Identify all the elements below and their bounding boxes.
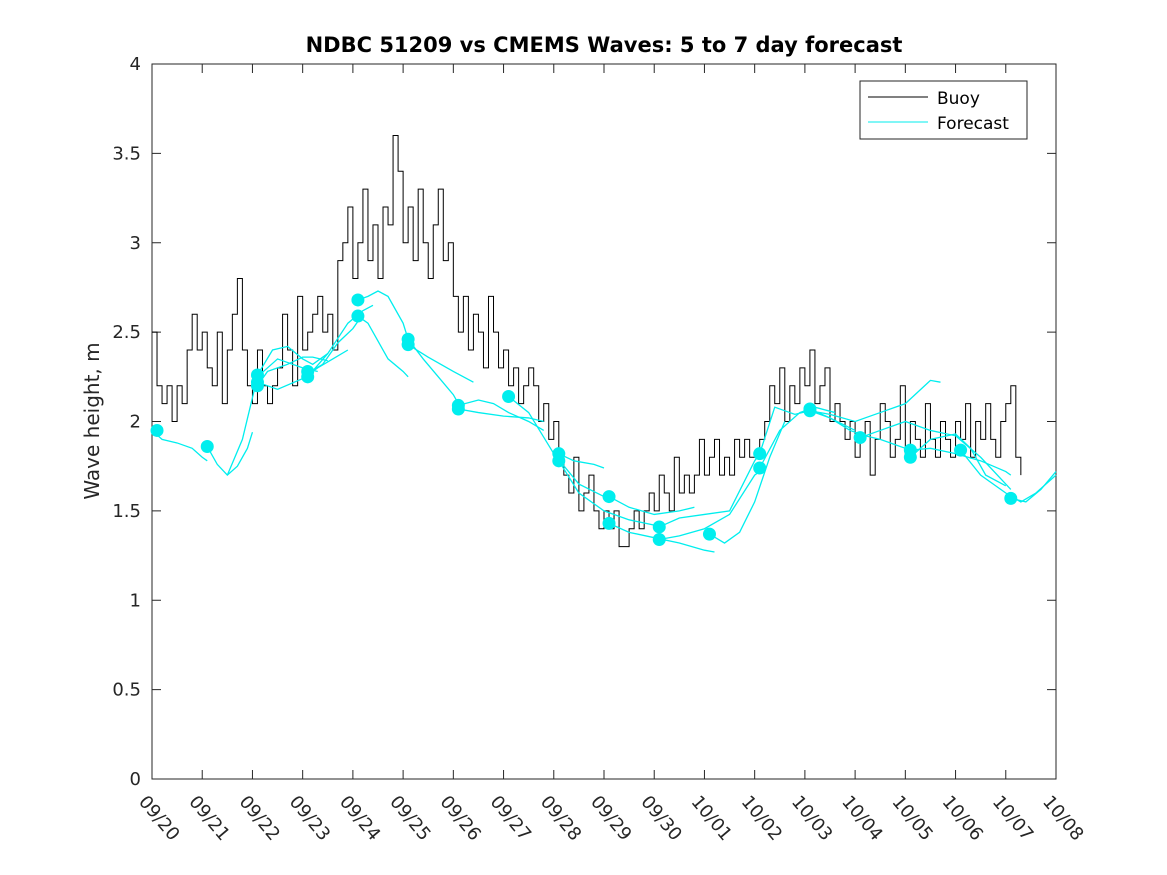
forecast-marker xyxy=(602,516,616,530)
forecast-marker xyxy=(753,447,767,461)
forecast-marker xyxy=(903,450,917,464)
forecast-marker xyxy=(853,431,867,445)
forecast-line xyxy=(357,290,409,340)
forecast-line xyxy=(458,408,544,423)
forecast-line xyxy=(151,429,208,462)
y-tick-label: 4 xyxy=(130,54,141,75)
forecast-line xyxy=(709,421,786,544)
forecast-markers xyxy=(150,293,1018,546)
forecast-marker xyxy=(401,338,415,352)
forecast-line xyxy=(759,406,836,469)
chart-title: NDBC 51209 vs CMEMS Waves: 5 to 7 day fo… xyxy=(306,33,903,57)
forecast-marker xyxy=(753,461,767,475)
forecast-marker xyxy=(652,520,666,534)
forecast-line xyxy=(859,420,1012,490)
y-tick-label: 1 xyxy=(130,590,141,611)
forecast-marker xyxy=(652,532,666,546)
forecast-line xyxy=(1010,471,1057,503)
forecast-marker xyxy=(301,370,315,384)
legend-buoy-label: Buoy xyxy=(937,89,980,109)
forecast-marker xyxy=(150,423,164,437)
legend-box xyxy=(859,80,1028,140)
forecast-marker xyxy=(552,454,566,468)
forecast-line xyxy=(307,313,364,374)
y-tick-label: 2 xyxy=(130,412,141,433)
forecast-marker xyxy=(502,389,516,403)
forecast-line xyxy=(809,379,941,423)
y-tick-label: 3.5 xyxy=(112,143,141,164)
forecast-marker xyxy=(1004,491,1018,505)
forecast-line xyxy=(658,453,761,528)
forecast-line xyxy=(458,399,545,431)
forecast-line xyxy=(256,345,329,376)
y-tick-label: 0.5 xyxy=(112,680,141,701)
legend-forecast-label: Forecast xyxy=(937,114,1009,134)
forecast-marker xyxy=(954,443,968,457)
forecast-line xyxy=(909,433,1007,487)
forecast-line xyxy=(910,447,1012,476)
forecast-line xyxy=(206,432,254,477)
forecast-marker xyxy=(451,402,465,416)
forecast-marker xyxy=(351,309,365,323)
legend: Buoy Forecast xyxy=(859,80,1028,140)
forecast-line xyxy=(407,338,459,404)
forecast-line xyxy=(407,344,474,383)
forecast-marker xyxy=(602,490,616,504)
y-tick-label: 3 xyxy=(130,233,141,254)
forecast-line xyxy=(608,522,715,553)
y-tick-label: 1.5 xyxy=(112,501,141,522)
forecast-line xyxy=(608,496,695,516)
y-tick-label: 2.5 xyxy=(112,322,141,343)
forecast-line xyxy=(256,356,328,387)
forecast-line xyxy=(558,453,605,469)
forecast-marker xyxy=(250,379,264,393)
y-axis-label: Wave height, m xyxy=(80,342,104,499)
forecast-line xyxy=(659,467,766,541)
y-axis: 0 0.5 1 1.5 2 2.5 3 3.5 4 xyxy=(112,54,1056,790)
forecast-marker xyxy=(200,440,214,454)
forecast-line xyxy=(307,304,374,378)
forecast-marker xyxy=(803,404,817,418)
forecast-marker xyxy=(351,293,365,307)
forecast-line xyxy=(357,315,409,378)
forecast-marker xyxy=(702,527,716,541)
y-tick-label: 0 xyxy=(130,769,141,790)
